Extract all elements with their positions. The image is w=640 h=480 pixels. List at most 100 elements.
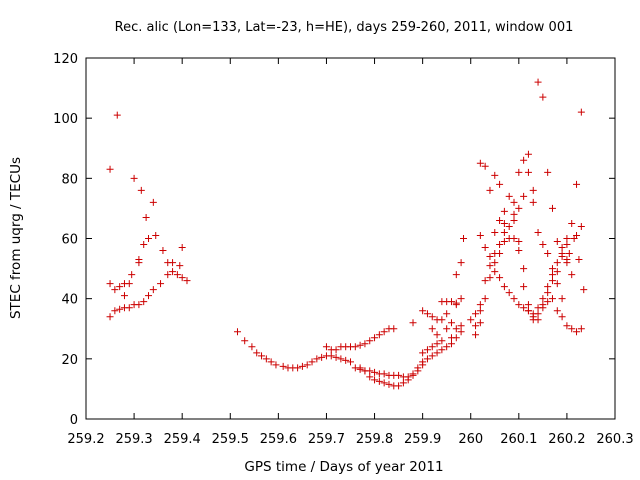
data-point (534, 228, 542, 236)
x-tick-label: 259.4 (164, 432, 201, 447)
x-tick-label: 259.3 (115, 432, 152, 447)
data-point (486, 274, 494, 282)
data-point (375, 377, 383, 385)
y-tick-label: 60 (61, 233, 78, 248)
data-point (496, 216, 504, 224)
data-point (553, 307, 561, 315)
data-point (366, 337, 374, 345)
data-point (472, 310, 480, 318)
data-point (500, 283, 508, 291)
y-axis-label: STEC from uqrg / TECUs (8, 157, 24, 319)
data-point (414, 367, 422, 375)
data-point (433, 316, 441, 324)
data-point (371, 376, 379, 384)
data-point (570, 235, 578, 242)
data-point (457, 322, 465, 330)
data-point (580, 286, 588, 294)
x-tick-label: 259.9 (404, 432, 441, 447)
data-point (428, 352, 436, 360)
y-tick-label: 120 (53, 52, 78, 67)
data-point (534, 304, 542, 312)
data-point (253, 349, 261, 357)
data-point (491, 259, 499, 267)
data-point (452, 299, 460, 307)
data-point (544, 283, 552, 291)
data-point (544, 168, 552, 176)
data-point (476, 301, 484, 309)
data-point (500, 207, 508, 215)
data-point (409, 319, 417, 327)
x-tick-label: 259.7 (308, 432, 345, 447)
data-point (142, 213, 150, 221)
data-point (491, 268, 499, 276)
data-point (443, 310, 451, 318)
data-point (371, 334, 379, 342)
data-point (548, 204, 556, 212)
data-point (385, 380, 393, 388)
data-point (534, 316, 542, 324)
data-point (433, 340, 441, 348)
data-point (308, 358, 316, 366)
data-point (178, 274, 186, 282)
data-point (169, 259, 177, 267)
data-point (505, 222, 513, 230)
data-point (145, 292, 153, 300)
data-point (515, 204, 523, 212)
data-point (419, 307, 427, 315)
data-point (563, 235, 571, 242)
data-point (515, 238, 523, 246)
x-tick-label: 259.6 (260, 432, 297, 447)
data-point (452, 325, 460, 333)
data-point (553, 259, 561, 267)
data-point (176, 262, 184, 270)
x-axis-label: GPS time / Days of year 2011 (244, 459, 443, 475)
data-point (438, 346, 446, 354)
data-point (399, 379, 407, 387)
y-tick-label: 20 (61, 353, 78, 368)
data-point (423, 346, 431, 354)
data-point (173, 271, 181, 279)
data-point (529, 186, 537, 194)
data-point (457, 295, 465, 303)
data-point (544, 289, 552, 297)
y-axis: 0 20 40 60 80 100 120 (53, 52, 615, 428)
data-point (258, 352, 266, 360)
data-point (125, 280, 133, 288)
data-point (366, 373, 374, 381)
data-point (548, 265, 556, 273)
data-point (573, 328, 581, 336)
data-point (433, 349, 441, 357)
data-point (145, 235, 153, 242)
data-point (327, 352, 335, 360)
data-point (294, 364, 302, 372)
data-point (428, 325, 436, 333)
data-point (472, 322, 480, 330)
data-point (322, 343, 330, 351)
data-point (496, 274, 504, 282)
data-point (529, 310, 537, 318)
data-point (515, 247, 523, 255)
data-point (428, 313, 436, 321)
y-tick-label: 100 (53, 112, 78, 127)
data-point (318, 353, 326, 361)
data-point (125, 304, 133, 312)
data-point (164, 271, 172, 279)
y-tick-label: 40 (61, 293, 78, 308)
data-point (577, 222, 585, 230)
data-point (500, 219, 508, 227)
data-point (520, 192, 528, 200)
data-point (106, 280, 114, 288)
x-tick-label: 259.5 (212, 432, 249, 447)
data-point (433, 331, 441, 339)
data-point (347, 358, 354, 366)
data-point (510, 210, 518, 218)
data-point (152, 231, 160, 239)
data-point (332, 346, 340, 354)
x-tick-label: 260.1 (500, 432, 537, 447)
x-tick-label: 260 (458, 432, 483, 447)
data-point (491, 228, 499, 236)
data-point (457, 328, 465, 336)
data-point (548, 277, 556, 285)
data-point (481, 244, 489, 252)
